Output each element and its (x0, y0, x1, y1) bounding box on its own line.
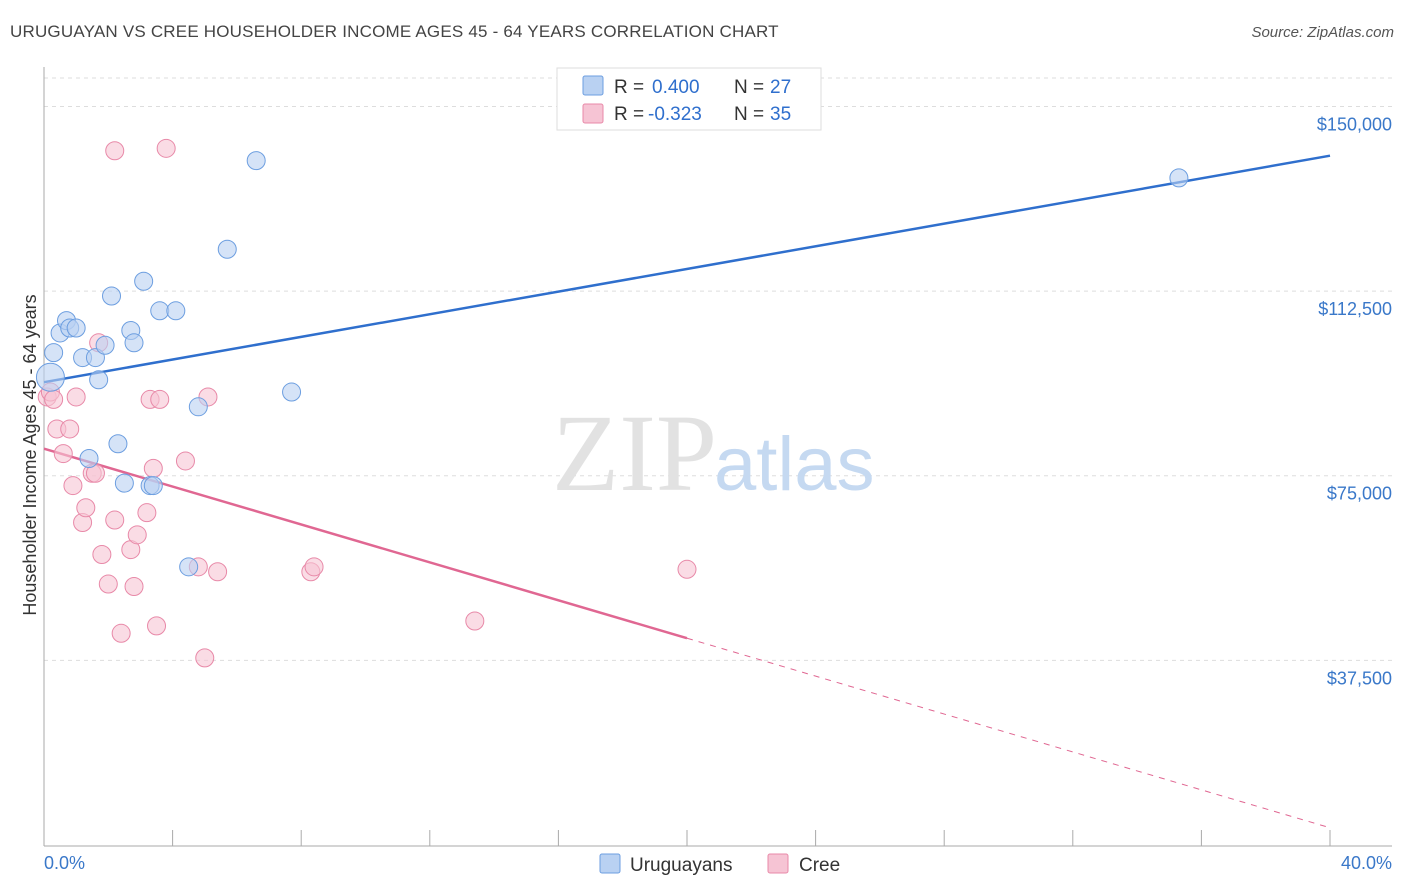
point-uruguayans (188, 397, 208, 417)
legend-box: R = 0.400 N = 27 R = -0.323 N = 35 (556, 67, 822, 131)
point-uruguayans (246, 151, 266, 171)
y-tick-label: $75,000 (1327, 484, 1392, 504)
point-uruguayans (179, 557, 199, 577)
watermark-zip: ZIP (552, 392, 717, 514)
point-uruguayans (282, 382, 302, 402)
point-uruguayans (166, 301, 186, 321)
point-cree (105, 141, 125, 161)
point-cree (66, 387, 86, 407)
point-cree (208, 562, 228, 582)
point-cree (677, 559, 697, 579)
point-uruguayans (44, 343, 64, 363)
grid-layer (44, 77, 1392, 661)
axes-layer (43, 67, 1392, 847)
point-uruguayans (35, 362, 65, 392)
legend-swatch-cree (582, 103, 604, 124)
y-tick-label: $150,000 (1317, 114, 1392, 134)
trendline-uruguayans (43, 154, 1331, 384)
point-uruguayans (89, 370, 109, 390)
point-cree (156, 138, 176, 158)
point-uruguayans (124, 333, 144, 353)
point-cree (111, 623, 131, 643)
point-uruguayans (95, 335, 115, 355)
legend-r-value-1: 0.400 (652, 77, 700, 98)
point-cree (63, 476, 83, 496)
point-cree (127, 525, 147, 545)
point-cree (143, 458, 163, 478)
point-cree (147, 616, 167, 636)
point-cree (98, 574, 118, 594)
legend-swatch-uruguayans (582, 75, 604, 96)
point-cree (465, 611, 485, 631)
x-tick-label-max: 40.0% (1341, 853, 1392, 873)
point-cree (150, 389, 170, 409)
legend-r-value-2: -0.323 (648, 104, 702, 125)
point-uruguayans (108, 434, 128, 454)
bottom-legend-label-cree: Cree (799, 855, 840, 876)
legend-n-label-2: N = (734, 104, 764, 125)
point-uruguayans (1169, 168, 1189, 188)
point-uruguayans (79, 449, 99, 468)
trendline-cree-extension (686, 637, 1331, 829)
point-uruguayans (102, 286, 122, 306)
point-cree (60, 419, 80, 439)
y-axis-label: Householder Income Ages 45 - 64 years (20, 294, 40, 615)
point-cree (195, 648, 215, 668)
y-tick-label: $112,500 (1318, 299, 1392, 319)
source-label: Source: ZipAtlas.com (1251, 24, 1394, 41)
point-cree (175, 451, 195, 471)
y-tick-labels: $37,500 $75,000 $112,500 $150,000 (1317, 114, 1392, 688)
point-cree (124, 577, 144, 597)
point-uruguayans (66, 318, 86, 338)
legend-r-label-2: R = (614, 104, 644, 125)
point-uruguayans (150, 301, 170, 321)
x-tick-label-min: 0.0% (44, 853, 85, 873)
point-cree (53, 444, 73, 464)
point-uruguayans (143, 476, 163, 496)
bottom-legend-swatch-uruguayans (599, 853, 621, 874)
point-uruguayans (114, 473, 134, 493)
point-cree (76, 498, 96, 518)
chart-title: URUGUAYAN VS CREE HOUSEHOLDER INCOME AGE… (10, 22, 779, 41)
watermark-atlas: atlas (714, 422, 875, 507)
point-cree (92, 545, 112, 565)
point-uruguayans (217, 239, 237, 259)
legend-n-value-1: 27 (770, 77, 791, 98)
point-uruguayans (134, 271, 154, 291)
bottom-legend: Uruguayans Cree (599, 853, 840, 876)
bottom-legend-swatch-cree (767, 853, 789, 874)
bottom-legend-label-uruguayans: Uruguayans (630, 855, 732, 876)
point-cree (44, 389, 64, 409)
y-tick-label: $37,500 (1327, 668, 1392, 688)
legend-r-label-1: R = (614, 77, 644, 98)
point-cree (304, 557, 324, 577)
legend-n-label-1: N = (734, 77, 764, 98)
points-layer (35, 138, 1189, 668)
point-cree (137, 503, 157, 523)
point-cree (105, 510, 125, 530)
legend-n-value-2: 35 (770, 104, 791, 125)
